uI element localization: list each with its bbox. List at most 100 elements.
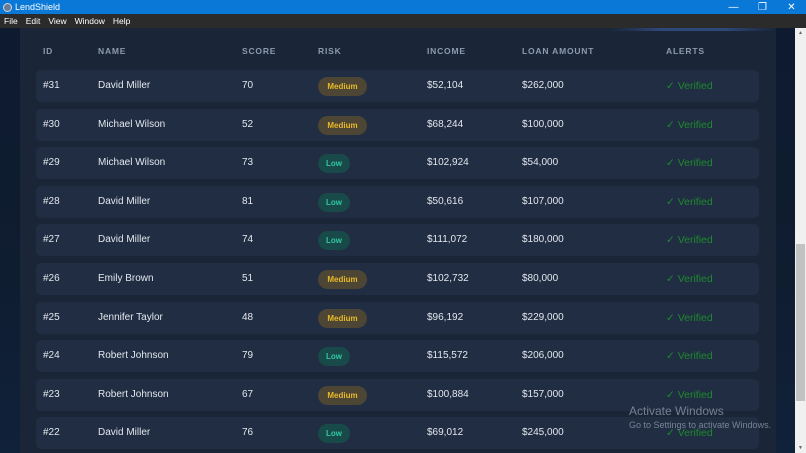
cell-name: Michael Wilson	[98, 118, 166, 130]
table-row[interactable]: #30 Michael Wilson 52 Medium $68,244 $100,000…	[36, 108, 759, 141]
verified-status: ✓ Verified	[666, 311, 713, 324]
cell-loan-amount: $245,000	[522, 427, 564, 439]
minimize-button[interactable]: —	[728, 1, 739, 13]
verified-status: ✓ Verified	[666, 157, 713, 170]
menu-edit[interactable]: Edit	[25, 16, 41, 26]
cell-income: $52,104	[427, 80, 464, 91]
scrollbar-thumb[interactable]	[796, 244, 805, 401]
menu-help[interactable]: Help	[112, 16, 131, 26]
risk-badge: Low	[318, 347, 350, 367]
menu-window[interactable]: Window	[74, 16, 105, 26]
cell-score: 48	[242, 311, 254, 323]
cell-name: David Miller	[98, 427, 151, 439]
cell-loan-amount: $206,000	[522, 350, 564, 362]
risk-badge: Medium	[318, 270, 367, 289]
cell-score: 51	[242, 273, 254, 284]
cell-income: $50,616	[427, 195, 464, 207]
window-controls: — ❐ ✕	[719, 0, 806, 14]
cell-income: $102,732	[427, 273, 469, 284]
cell-score: 81	[242, 195, 254, 207]
title-bar: LendShield — ❐ ✕	[0, 0, 806, 14]
cell-name: Michael Wilson	[98, 157, 166, 169]
verified-status: ✓ Verified	[666, 234, 713, 247]
table-row[interactable]: #25 Jennifer Taylor 48 Medium $96,192 $229,00…	[36, 301, 759, 334]
column-header-name[interactable]: NAME	[98, 46, 127, 56]
cell-score: 52	[242, 118, 254, 130]
column-header-loan-amount[interactable]: LOAN AMOUNT	[522, 46, 595, 56]
cell-score: 73	[242, 157, 254, 169]
table-row[interactable]: #24 Robert Johnson 79 Low $115,572 $206,000 ✓ …	[36, 340, 759, 373]
close-button[interactable]: ✕	[787, 1, 796, 13]
scroll-down-arrow-icon[interactable]: ▼	[798, 445, 803, 451]
cell-income: $115,572	[427, 350, 468, 362]
cell-loan-amount: $157,000	[522, 388, 564, 400]
cell-id: #25	[43, 311, 60, 323]
activate-windows-watermark: Activate Windows Go to Settings to activ…	[629, 404, 771, 430]
column-header-id[interactable]: ID	[43, 46, 54, 56]
risk-badge: Medium	[318, 308, 367, 328]
table-row[interactable]: #23 Robert Johnson 67 Medium $100,884 $157,00…	[36, 378, 759, 411]
column-header-score[interactable]: SCORE	[242, 46, 277, 56]
cell-id: #26	[43, 273, 60, 284]
verified-status: ✓ Verified	[666, 350, 713, 363]
cell-loan-amount: $180,000	[522, 234, 564, 246]
cell-income: $102,924	[427, 157, 469, 169]
cell-name: Robert Johnson	[98, 350, 169, 362]
cell-id: #27	[43, 234, 60, 246]
menu-bar: File Edit View Window Help	[0, 14, 806, 28]
column-header-risk[interactable]: RISK	[318, 46, 342, 56]
cell-id: #23	[43, 388, 60, 400]
table-row[interactable]: #27 David Miller 74 Low $111,072 $180,000 ✓ Ve…	[36, 224, 759, 257]
verified-status: ✓ Verified	[666, 195, 713, 208]
cell-id: #22	[43, 427, 60, 439]
cell-score: 79	[242, 350, 254, 362]
cell-income: $96,192	[427, 311, 464, 323]
cell-id: #30	[43, 118, 60, 130]
cell-name: David Miller	[98, 234, 151, 246]
risk-badge: Low	[318, 192, 350, 212]
cell-score: 76	[242, 427, 254, 439]
app-logo-icon	[3, 2, 12, 12]
risk-badge: Medium	[318, 115, 367, 135]
cell-score: 67	[242, 388, 254, 400]
cell-loan-amount: $54,000	[522, 157, 559, 169]
cell-name: Emily Brown	[98, 273, 154, 284]
applications-table-panel: ID NAME SCORE RISK INCOME LOAN AMOUNT AL…	[20, 28, 776, 453]
risk-badge: Low	[318, 424, 350, 444]
cell-income: $68,244	[427, 118, 464, 130]
main-content: ID NAME SCORE RISK INCOME LOAN AMOUNT AL…	[0, 28, 795, 453]
maximize-button[interactable]: ❐	[758, 1, 767, 13]
cell-income: $111,072	[427, 234, 468, 246]
cell-name: Robert Johnson	[98, 388, 169, 400]
cell-loan-amount: $229,000	[522, 311, 564, 323]
menu-view[interactable]: View	[48, 16, 67, 26]
cell-score: 74	[242, 234, 254, 246]
scroll-up-arrow-icon[interactable]: ▲	[798, 30, 803, 36]
cell-id: #29	[43, 157, 60, 169]
table-row[interactable]: #28 David Miller 81 Low $50,616 $107,000 ✓ Ver…	[36, 185, 759, 218]
vertical-scrollbar[interactable]: ▲ ▼	[795, 28, 806, 453]
verified-status: ✓ Verified	[666, 427, 713, 440]
column-header-alerts[interactable]: ALERTS	[666, 46, 705, 56]
cell-loan-amount: $262,000	[522, 80, 564, 91]
table-header: ID NAME SCORE RISK INCOME LOAN AMOUNT AL…	[20, 44, 776, 60]
cell-name: David Miller	[98, 195, 151, 207]
table-row[interactable]: #31 David Miller 70 Medium $52,104 $262,000 ✓ …	[36, 70, 759, 102]
watermark-title: Activate Windows	[629, 404, 724, 418]
cell-income: $100,884	[427, 388, 469, 400]
table-row[interactable]: #26 Emily Brown 51 Medium $102,732 $80,000 ✓ V…	[36, 263, 759, 295]
risk-badge: Medium	[318, 385, 367, 405]
column-header-income[interactable]: INCOME	[427, 46, 466, 56]
window-title: LendShield	[15, 2, 61, 12]
risk-badge: Low	[318, 231, 350, 251]
cell-id: #28	[43, 195, 60, 207]
verified-status: ✓ Verified	[666, 118, 713, 131]
table-row[interactable]: #29 Michael Wilson 73 Low $102,924 $54,000 ✓ V…	[36, 147, 759, 180]
menu-file[interactable]: File	[4, 16, 18, 26]
cell-income: $69,012	[427, 427, 464, 439]
cell-score: 70	[242, 80, 254, 91]
risk-badge: Medium	[318, 77, 367, 96]
cell-id: #31	[43, 80, 60, 91]
verified-status: ✓ Verified	[666, 80, 713, 92]
table-row[interactable]: #22 David Miller 76 Low $69,012 $245,000 ✓ Ver…	[36, 417, 759, 450]
